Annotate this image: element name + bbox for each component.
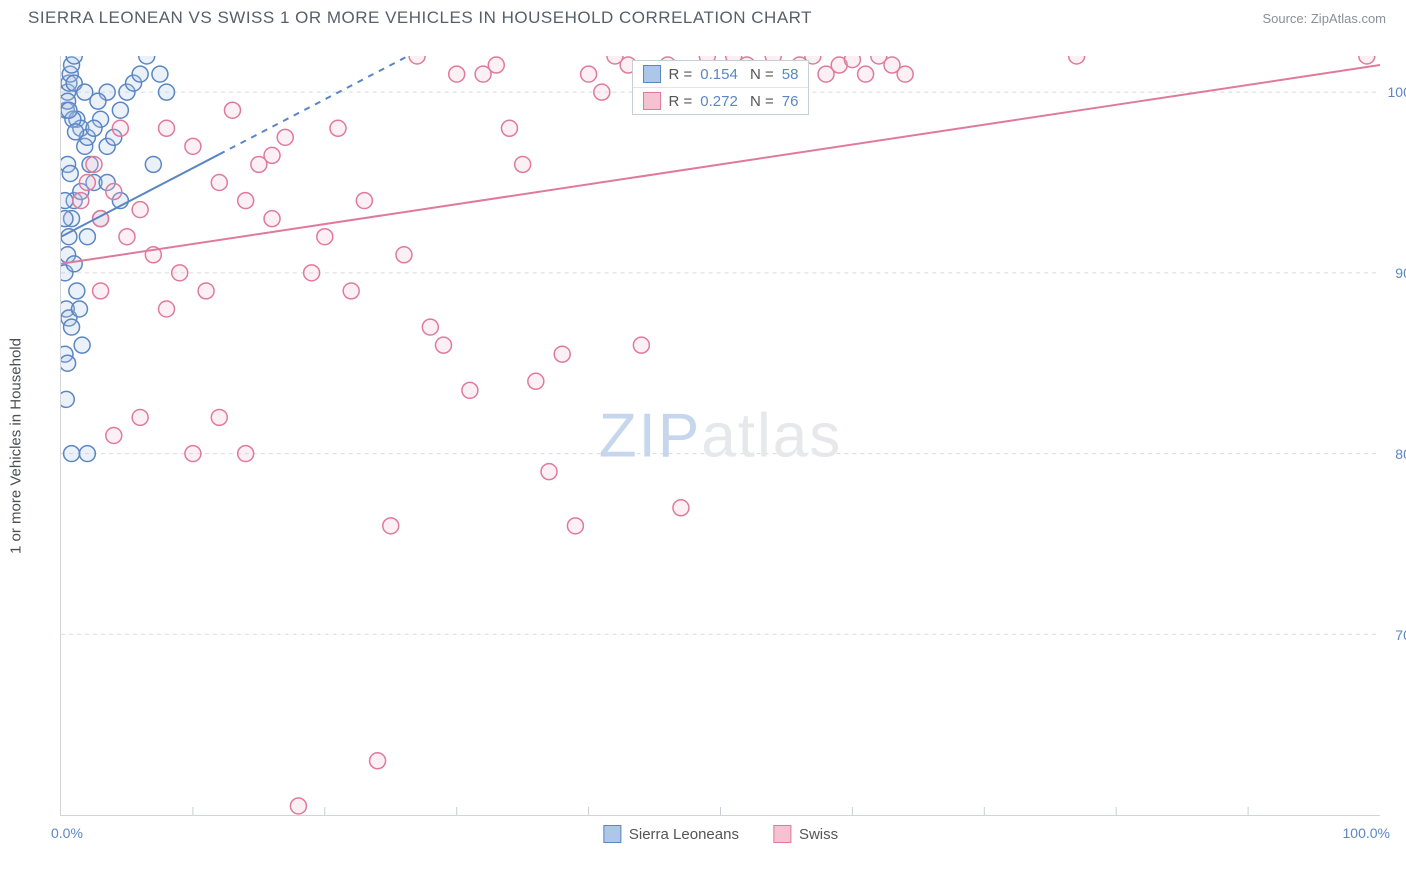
correlation-legend: R = 0.154 N = 58 R = 0.272 N = 76 [632,60,810,115]
chart-plot-area: ZIPatlas R = 0.154 N = 58 R = 0.272 N = … [60,56,1380,816]
y-tick-label: 70.0% [1395,627,1406,643]
legend-swatch-sierra-bottom [603,825,621,843]
legend-r-value-swiss: 0.272 [700,93,738,110]
legend-r-label: R = [669,66,693,83]
series-label-sierra: Sierra Leoneans [629,826,739,843]
chart-source: Source: ZipAtlas.com [1262,11,1386,26]
series-label-swiss: Swiss [799,826,838,843]
y-tick-label: 80.0% [1395,446,1406,462]
chart-title: SIERRA LEONEAN VS SWISS 1 OR MORE VEHICL… [28,8,812,28]
legend-swatch-swiss [643,92,661,110]
legend-r-value-sierra: 0.154 [700,66,738,83]
series-legend-item-sierra: Sierra Leoneans [603,825,739,843]
series-legend: Sierra Leoneans Swiss [603,825,838,843]
chart-header: SIERRA LEONEAN VS SWISS 1 OR MORE VEHICL… [0,0,1406,28]
y-tick-label: 100.0% [1388,84,1406,100]
legend-r-label: R = [669,93,693,110]
y-axis-title: 1 or more Vehicles in Household [8,338,25,554]
legend-swatch-sierra [643,65,661,83]
legend-swatch-swiss-bottom [773,825,791,843]
series-legend-item-swiss: Swiss [773,825,838,843]
y-tick-label: 90.0% [1395,265,1406,281]
legend-n-label: N = [746,66,774,83]
legend-n-label: N = [746,93,774,110]
correlation-legend-row-swiss: R = 0.272 N = 76 [633,87,809,114]
x-axis-end-label: 100.0% [1343,825,1390,841]
x-axis-start-label: 0.0% [51,825,83,841]
legend-n-value-sierra: 58 [782,66,799,83]
legend-n-value-swiss: 76 [782,93,799,110]
scatter-chart-svg [61,56,1380,815]
correlation-legend-row-sierra: R = 0.154 N = 58 [633,61,809,87]
